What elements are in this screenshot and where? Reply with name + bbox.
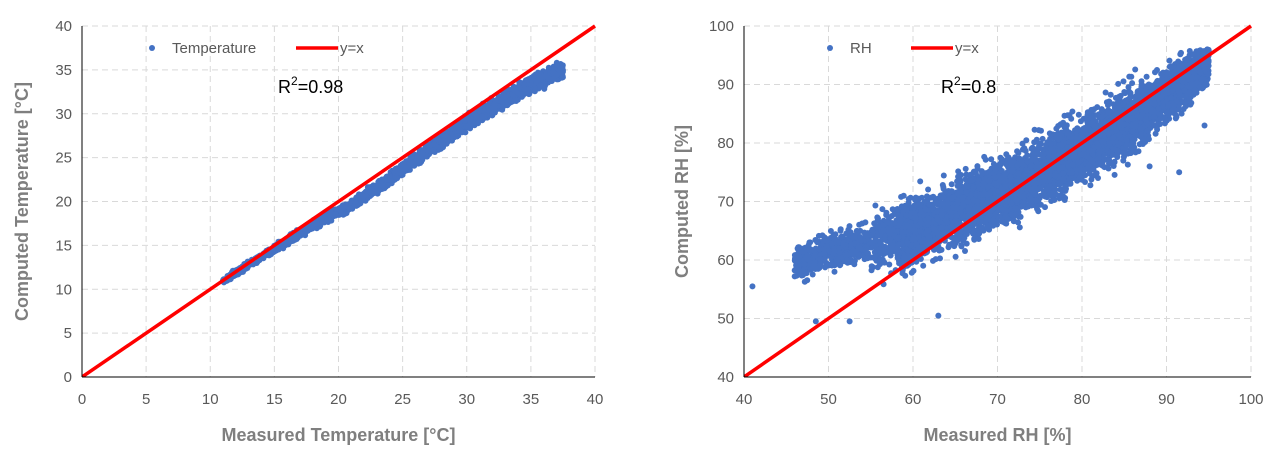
- legend: Temperature y=x: [149, 40, 364, 57]
- data-point: [1112, 172, 1118, 178]
- data-point: [872, 203, 878, 209]
- data-point: [372, 190, 378, 196]
- temperature-scatter-chart: 0 5 10 15 20 25 30 35 40 0 5 10 15 20 25 30 35 40 Measured…: [0, 0, 640, 447]
- data-point: [432, 149, 438, 155]
- y-tick-label: 25: [55, 150, 72, 167]
- data-point: [1108, 92, 1114, 98]
- data-point: [554, 60, 560, 66]
- data-point: [1132, 67, 1138, 73]
- data-point: [1167, 58, 1173, 64]
- data-point: [464, 124, 470, 130]
- data-point: [441, 137, 447, 143]
- data-point: [953, 254, 959, 260]
- data-point: [425, 148, 431, 154]
- data-point: [473, 114, 479, 120]
- data-point: [516, 85, 522, 91]
- data-point: [522, 87, 528, 93]
- y-tick-label: 40: [55, 18, 72, 35]
- data-point: [346, 205, 352, 211]
- x-tick-label: 25: [394, 391, 411, 408]
- data-point: [355, 195, 361, 201]
- data-point: [504, 102, 510, 108]
- x-tick-label: 40: [587, 391, 604, 408]
- y-axis-title: Computed Temperature [°C]: [12, 82, 32, 321]
- data-point: [964, 241, 970, 247]
- data-point: [518, 91, 524, 97]
- data-point: [498, 98, 504, 104]
- data-point: [490, 110, 496, 116]
- y-tick-label: 20: [55, 194, 72, 211]
- data-point: [511, 87, 517, 93]
- data-point: [1153, 131, 1159, 137]
- data-point: [467, 117, 473, 123]
- data-point: [920, 263, 926, 269]
- data-point: [475, 120, 481, 126]
- data-point: [976, 236, 982, 242]
- data-point: [313, 221, 319, 227]
- data-point: [332, 211, 338, 217]
- legend-marker-scatter: [149, 45, 155, 51]
- y-tick-label: 0: [64, 369, 72, 386]
- data-point: [409, 154, 415, 160]
- data-point: [380, 182, 386, 188]
- y-tick-label: 10: [55, 281, 72, 298]
- data-point: [537, 74, 543, 80]
- x-tick-label: 5: [142, 391, 150, 408]
- data-point: [339, 204, 345, 210]
- x-tick-label: 35: [523, 391, 540, 408]
- data-point: [435, 136, 441, 142]
- data-point: [479, 113, 485, 119]
- data-point: [302, 231, 308, 237]
- y-tick-label: 35: [55, 62, 72, 79]
- y-tick-label: 30: [55, 106, 72, 123]
- data-point: [431, 142, 437, 148]
- data-point: [458, 127, 464, 133]
- data-point: [550, 69, 556, 75]
- data-point: [901, 193, 907, 199]
- data-point: [941, 173, 947, 179]
- x-axis-title: Measured Temperature [°C]: [222, 425, 456, 445]
- data-point: [319, 216, 325, 222]
- x-tick-label: 30: [458, 391, 475, 408]
- x-tick-label: 15: [266, 391, 283, 408]
- data-point: [1069, 109, 1075, 115]
- data-point: [361, 193, 367, 199]
- data-point: [354, 202, 360, 208]
- y-tick-label: 15: [55, 237, 72, 254]
- data-point: [414, 155, 420, 161]
- legend-label-line: y=x: [340, 40, 364, 57]
- data-point: [292, 235, 298, 241]
- data-point: [384, 175, 390, 181]
- data-point: [1121, 78, 1127, 84]
- y-tick-label: 5: [64, 325, 72, 342]
- scatter-points: [220, 60, 566, 286]
- data-point: [963, 166, 969, 172]
- data-point: [492, 101, 498, 107]
- temperature-chart-svg: 0 5 10 15 20 25 30 35 40 0 5 10 15 20 25 30 35 40 Measured…: [0, 0, 640, 447]
- data-point: [402, 167, 408, 173]
- legend-label-scatter: Temperature: [172, 40, 256, 57]
- r-squared-annotation: R2=0.98: [278, 74, 343, 97]
- x-tick-label: 0: [78, 391, 86, 408]
- x-tick-label: 10: [202, 391, 219, 408]
- data-point: [394, 168, 400, 174]
- data-point: [902, 273, 908, 279]
- x-tick-label: 20: [330, 391, 347, 408]
- data-point: [1125, 162, 1131, 168]
- data-point: [1076, 112, 1082, 118]
